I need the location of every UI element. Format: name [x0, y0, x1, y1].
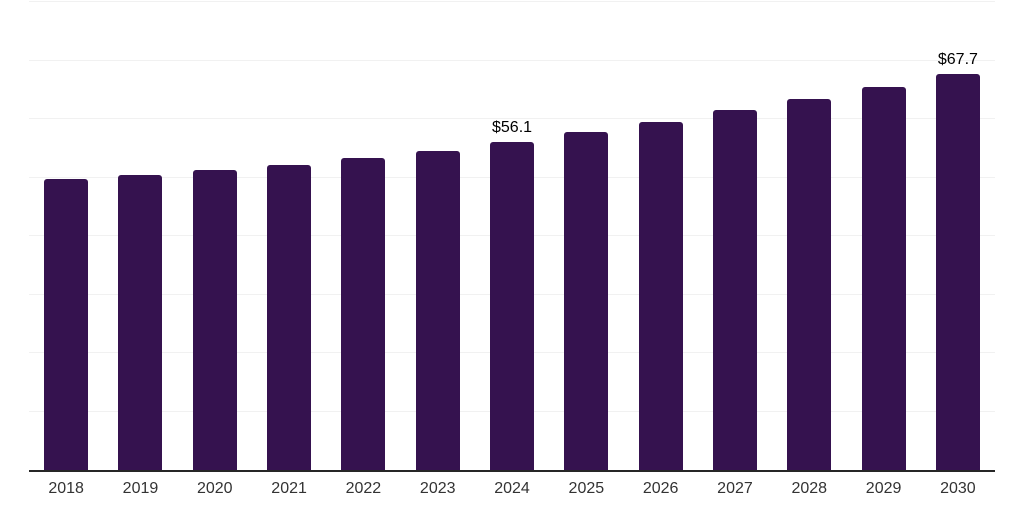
x-tick-label-2029: 2029 [865, 480, 902, 497]
bar-2018[interactable] [44, 179, 89, 470]
bar-2027[interactable] [712, 110, 757, 470]
x-tick-label-2019: 2019 [122, 480, 159, 497]
bar-2026[interactable] [638, 121, 683, 470]
bars: $56.1 $67.7 [29, 2, 995, 470]
bar-slot-2029 [846, 2, 920, 470]
bar-slot-2030: $67.7 [921, 2, 995, 470]
bar-2025[interactable] [564, 132, 609, 470]
bar-2019[interactable] [118, 174, 163, 470]
x-tick-label-2030: 2030 [940, 480, 976, 497]
gridline [29, 1, 995, 2]
x-axis-labels: 2018 2019 2020 2021 2022 2023 2024 2025 2026 2027… [29, 479, 995, 498]
x-tick-label-2023: 2023 [419, 480, 456, 497]
bar-2024[interactable] [490, 141, 535, 470]
bar-2021[interactable] [267, 164, 312, 470]
bar-slot-2024: $56.1 [475, 2, 549, 470]
bar-value-label-2030: $67.7 [937, 50, 978, 68]
bar-slot-2019 [103, 2, 177, 470]
x-tick-label-2021: 2021 [271, 480, 307, 497]
bar-slot-2018 [29, 2, 103, 470]
x-tick-label-2028: 2028 [791, 480, 828, 497]
bar-2028[interactable] [787, 99, 832, 470]
x-tick-label-2026: 2026 [642, 480, 679, 497]
bar-value-label-2024: $56.1 [492, 118, 533, 136]
bar-2029[interactable] [861, 87, 906, 470]
x-tick-label-2022: 2022 [345, 480, 382, 497]
gridline [29, 118, 995, 119]
x-tick-label-2018: 2018 [48, 480, 84, 497]
bar-2023[interactable] [415, 150, 460, 470]
x-tick-label-2020: 2020 [196, 480, 233, 497]
bar-slot-2027 [698, 2, 772, 470]
bar-slot-2022 [326, 2, 400, 470]
x-tick-label-2027: 2027 [717, 480, 753, 497]
bar-2022[interactable] [341, 158, 386, 470]
bar-slot-2021 [252, 2, 326, 470]
x-tick-label-2024: 2024 [494, 480, 530, 497]
x-tick-label-2025: 2025 [568, 480, 605, 497]
bar-2030[interactable] [935, 73, 980, 470]
bar-slot-2020 [178, 2, 252, 470]
gridline [29, 59, 995, 61]
bar-slot-2025 [549, 2, 623, 470]
bar-slot-2028 [772, 2, 846, 470]
bar-2020[interactable] [192, 169, 237, 470]
bar-slot-2026 [624, 2, 698, 470]
bar-slot-2023 [401, 2, 475, 470]
plot-area: $56.1 $67.7 [29, 1, 995, 472]
